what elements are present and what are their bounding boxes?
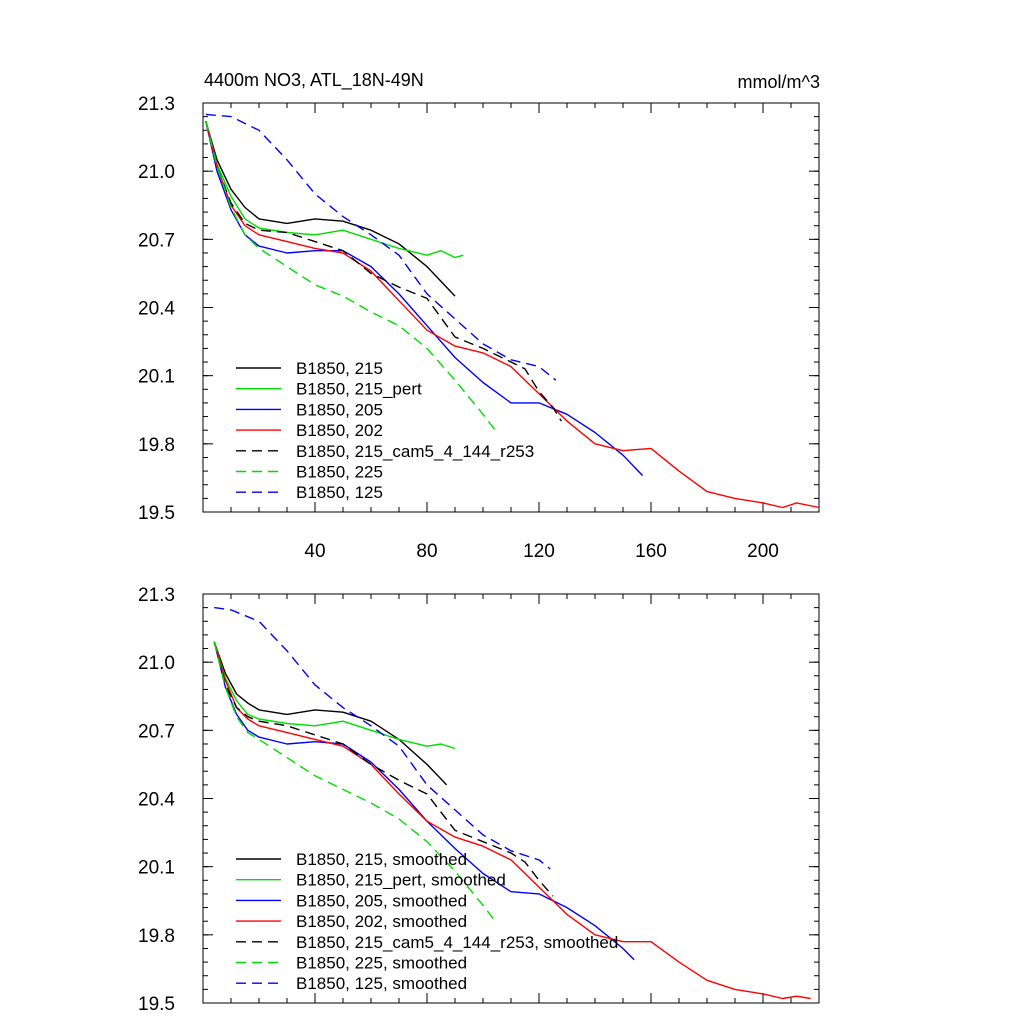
legend-label: B1850, 215_cam5_4_144_r253 [296,442,534,461]
series-line-b1850-205 [205,121,644,477]
x-tick-label: 120 [523,541,555,562]
y-tick-label: 21.0 [138,162,175,183]
bottom-panel: 19.5 19.8 20.1 20.4 20.7 21.0 21.3 B1850, 215,… [138,585,820,1015]
series-line-b1850-215-smoothed [213,641,448,786]
series-line-b1850-202-smoothed [213,641,811,1000]
y-tick-label: 20.4 [138,790,175,811]
y-tick-label: 19.5 [138,994,175,1015]
legend-label: B1850, 205, smoothed [296,891,467,910]
legend-label: B1850, 225, smoothed [296,954,467,973]
legend-label: B1850, 205 [296,400,383,419]
series-lines [213,606,811,1000]
legend-label: B1850, 215_cam5_4_144_r253, smoothed [296,933,618,952]
y-tick-label: 20.1 [138,858,175,879]
legend-label: B1850, 215, smoothed [296,850,467,869]
legend-label: B1850, 202 [296,421,383,440]
series-line-b1850-125 [205,113,557,381]
y-tick-label: 21.0 [138,653,175,674]
y-tick-label: 20.1 [138,367,175,388]
y-tick-label: 19.8 [138,435,175,456]
x-tick-label: 80 [416,541,437,562]
series-line-b1850-125-smoothed [214,606,551,870]
y-tick-label: 19.8 [138,926,175,947]
x-tick-label: 160 [635,541,667,562]
y-tick-label: 20.7 [138,230,175,251]
series-line-b1850-225-smoothed [213,641,498,924]
series-line-b1850-202 [205,121,820,509]
series-line-b1850-215-cam5-4-144-r253 [205,121,562,422]
axis-ticks: 19.5 19.8 20.1 20.4 20.7 21.0 21.3 [138,585,820,1015]
legend-label: B1850, 215_pert [296,380,422,399]
legend-label: B1850, 215_pert, smoothed [296,871,506,890]
series-line-b1850-215-cam5-4-144-r253-smoothed [213,641,554,897]
legend-label: B1850, 125 [296,483,383,502]
legend-label: B1850, 202, smoothed [296,912,467,931]
top-panel: 4400m NO3, ATL_18N-49N mmol/m^3 19.5 19.8… [138,70,820,562]
axis-ticks: 19.5 19.8 20.1 20.4 20.7 21.0 21.3 40 80 120 160 20… [138,94,820,562]
legend-label: B1850, 125, smoothed [296,974,467,993]
y-tick-label: 19.5 [138,503,175,524]
x-tick-label: 40 [304,541,325,562]
chart-title: 4400m NO3, ATL_18N-49N [204,70,424,91]
legend-label: B1850, 225 [296,463,383,482]
series-line-b1850-215 [205,121,456,297]
series-line-b1850-215-pert-smoothed [213,641,456,750]
units-label: mmol/m^3 [738,72,820,92]
legend-label: B1850, 215 [296,359,383,378]
y-tick-label: 20.7 [138,721,175,742]
y-tick-label: 21.3 [138,585,175,606]
series-line-b1850-215-pert [205,121,464,259]
legend: B1850, 215, smoothed B1850, 215_pert, smo… [236,850,618,993]
series-lines [205,113,820,509]
y-tick-label: 20.4 [138,299,175,320]
y-tick-label: 21.3 [138,94,175,115]
x-tick-label: 200 [747,541,779,562]
series-line-b1850-205-smoothed [213,641,635,961]
series-line-b1850-225 [205,121,498,433]
